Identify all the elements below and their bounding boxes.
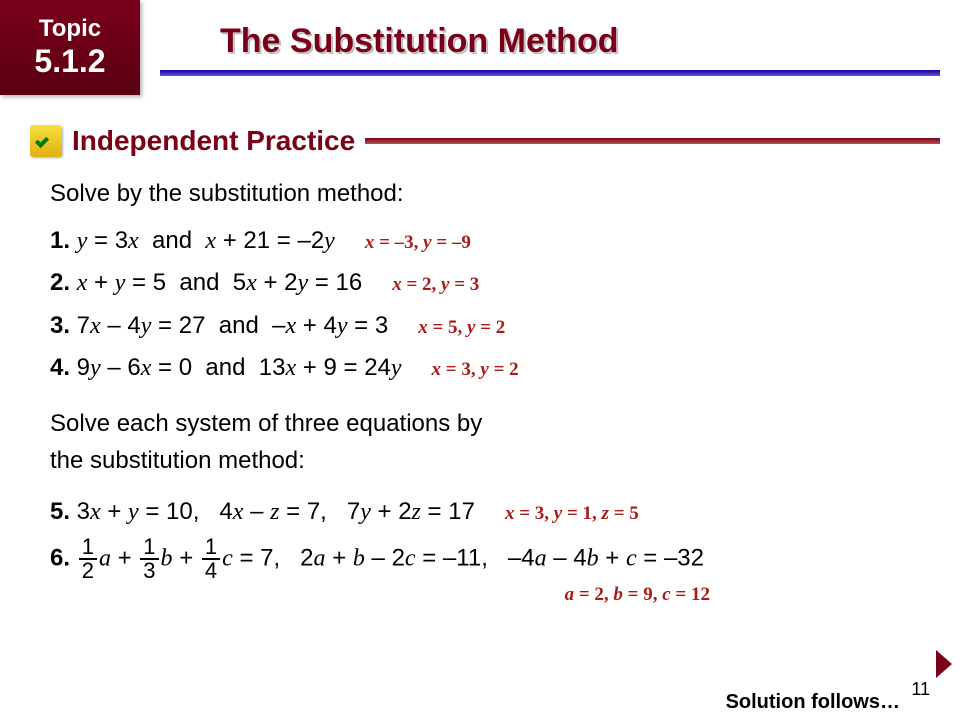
problem-6: 6. 12a + 13b + 14c = 7, 2a + b – 2c = –1…	[50, 536, 930, 582]
section-title: Independent Practice	[72, 125, 355, 157]
problem-text: 5. 3x + y = 10, 4x – z = 7, 7y + 2z = 17	[50, 493, 475, 531]
topic-label: Topic	[0, 15, 140, 43]
problem-3: 3. 7x – 4y = 27 and –x + 4y = 3 x = 5, y…	[50, 307, 930, 345]
problem-4: 4. 9y – 6x = 0 and 13x + 9 = 24y x = 3, …	[50, 349, 930, 387]
next-arrow-icon[interactable]	[936, 650, 952, 678]
problem-5: 5. 3x + y = 10, 4x – z = 7, 7y + 2z = 17…	[50, 493, 930, 531]
solution-follows-text: Solution follows…	[726, 691, 900, 714]
section-header: Independent Practice	[30, 125, 940, 157]
content-area: Solve by the substitution method: 1. y =…	[50, 175, 930, 582]
problem-2: 2. x + y = 5 and 5x + 2y = 16 x = 2, y =…	[50, 264, 930, 302]
topic-tab: Topic 5.1.2	[0, 0, 140, 95]
problem-text: 1. y = 3x and x + 21 = –2y	[50, 222, 335, 260]
problem-text: 2. x + y = 5 and 5x + 2y = 16	[50, 264, 362, 302]
answer-3: x = 5, y = 2	[418, 313, 505, 342]
topic-number: 5.1.2	[0, 43, 140, 80]
answer-6: a = 2, b = 9, c = 12	[565, 580, 710, 609]
page-number: 11	[911, 679, 930, 700]
problem-text: 3. 7x – 4y = 27 and –x + 4y = 3	[50, 307, 388, 345]
problem-1: 1. y = 3x and x + 21 = –2y x = –3, y = –…	[50, 222, 930, 260]
answer-2: x = 2, y = 3	[392, 270, 479, 299]
answer-4: x = 3, y = 2	[432, 355, 519, 384]
section-line	[365, 138, 940, 144]
fraction-1-4: 14	[202, 536, 220, 582]
intro-text: Solve by the substitution method:	[50, 175, 930, 212]
answer-1: x = –3, y = –9	[365, 228, 471, 257]
answer-5: x = 3, y = 1, z = 5	[505, 499, 639, 528]
intro-text-2: Solve each system of three equations byt…	[50, 405, 930, 479]
page-title: The Substitution Method	[220, 22, 619, 61]
fraction-1-2: 12	[79, 536, 97, 582]
problem-text: 4. 9y – 6x = 0 and 13x + 9 = 24y	[50, 349, 402, 387]
problem-text: 6. 12a + 13b + 14c = 7, 2a + b – 2c = –1…	[50, 536, 704, 582]
title-underline	[160, 70, 940, 76]
check-icon	[30, 125, 62, 157]
fraction-1-3: 13	[140, 536, 158, 582]
